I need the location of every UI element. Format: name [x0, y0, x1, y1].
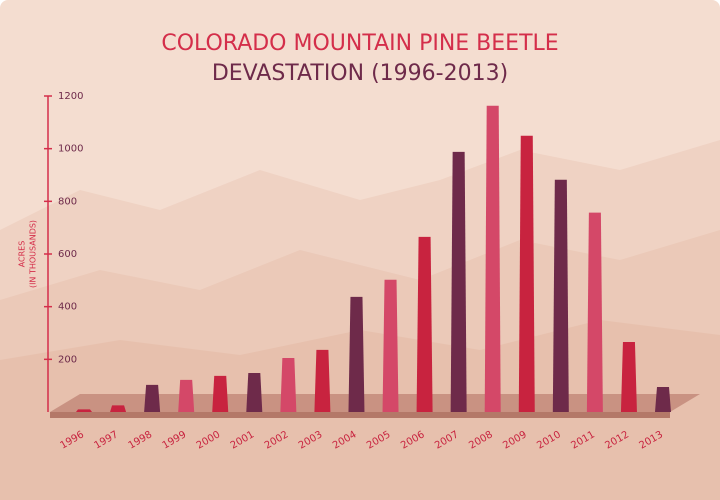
bar: [552, 179, 569, 412]
bar: [518, 135, 535, 412]
bar: [76, 409, 92, 412]
y-axis-label: (IN THOUSANDS): [29, 220, 38, 288]
bar: [314, 349, 331, 412]
bar: [280, 358, 297, 412]
chart-title: COLORADO MOUNTAIN PINE BEETLE: [161, 31, 558, 56]
bar: [416, 236, 433, 412]
y-tick-label: 600: [58, 249, 77, 260]
bar: [450, 151, 467, 412]
bar: [246, 373, 263, 412]
bar: [178, 379, 195, 412]
bar: [110, 405, 127, 412]
bar: [586, 212, 603, 412]
bar: [655, 386, 671, 412]
y-tick-label: 1000: [58, 144, 83, 155]
bar: [144, 384, 161, 412]
y-tick-label: 400: [58, 302, 77, 313]
bar: [382, 279, 399, 412]
floor-edge: [50, 412, 670, 418]
bar: [620, 341, 637, 412]
y-axis-label: ACRES: [18, 241, 27, 268]
bar: [212, 375, 229, 412]
chart-subtitle: DEVASTATION (1996-2013): [212, 61, 508, 86]
bar: [348, 296, 365, 412]
bar: [484, 105, 501, 412]
y-tick-label: 200: [58, 354, 77, 365]
y-tick-label: 1200: [58, 91, 83, 102]
y-tick-label: 800: [58, 196, 77, 207]
